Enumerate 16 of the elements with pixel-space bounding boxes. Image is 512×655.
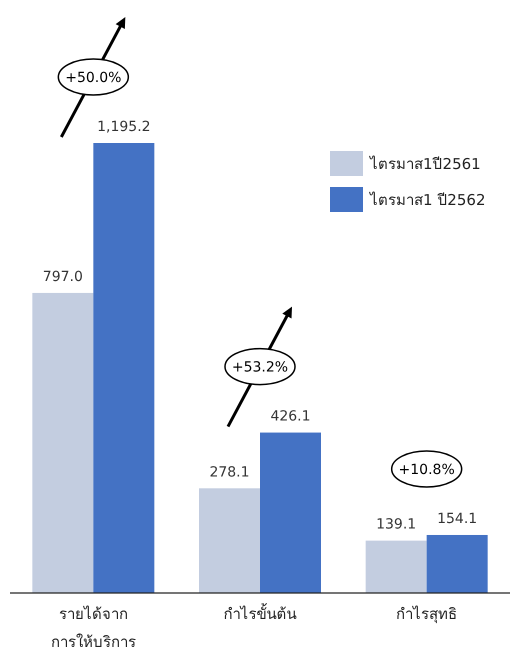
data-label: 139.1 bbox=[376, 516, 416, 533]
data-label: 1,195.2 bbox=[97, 119, 151, 135]
legend-item: ไตรมาส1 ปี2562 bbox=[330, 187, 486, 212]
data-label: 154.1 bbox=[437, 510, 478, 527]
annotation: +53.2% bbox=[232, 360, 288, 376]
annotation: +10.8% bbox=[398, 462, 455, 478]
text: +50.0% bbox=[65, 70, 122, 86]
data-label: 278.1 bbox=[209, 464, 250, 480]
legend-item: ไตรมาส1ปี2561 bbox=[330, 151, 481, 176]
data-label: 426.1 bbox=[270, 408, 311, 425]
legend-label: ไตรมาส1 ปี2562 bbox=[369, 191, 486, 209]
x-tick-label: รายได้จาก การให้บริการ bbox=[50, 605, 136, 651]
data-label: 797.0 bbox=[42, 268, 83, 285]
x-tick-label: กำไรสุทธิ bbox=[396, 605, 458, 624]
x-tick-label: กำไรขั้นต้น bbox=[224, 603, 296, 623]
legend-label: ไตรมาส1ปี2561 bbox=[369, 155, 481, 173]
